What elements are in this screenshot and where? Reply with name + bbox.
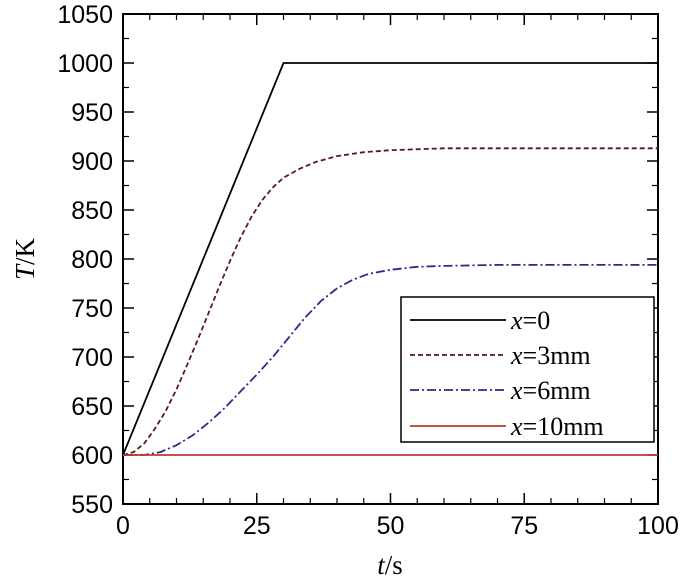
y-tick-label: 800 xyxy=(71,246,113,274)
legend-rest-x6mm: =6mm xyxy=(523,376,591,405)
x-tick-label: 75 xyxy=(510,512,538,540)
series-lines xyxy=(122,62,658,456)
y-axis-unit: /K xyxy=(10,237,40,265)
y-tick-label: 1000 xyxy=(57,50,113,78)
legend-var-x10mm: x xyxy=(510,412,523,441)
y-axis-variable: T xyxy=(10,263,40,280)
legend-var-x0: x xyxy=(510,306,523,335)
x-axis-ticks xyxy=(122,14,659,504)
y-tick-label: 850 xyxy=(71,197,113,225)
y-tick-label: 900 xyxy=(71,148,113,176)
x-axis-unit: /s xyxy=(385,550,403,580)
x-tick-label: 50 xyxy=(377,512,405,540)
x-axis-variable: t xyxy=(377,550,386,580)
legend-label-x3mm: x=3mm xyxy=(510,341,591,370)
legend-rest-x3mm: =3mm xyxy=(523,341,591,370)
x-axis-tick-labels: 0 25 50 75 100 xyxy=(116,512,679,540)
x-tick-label: 25 xyxy=(243,512,271,540)
legend-rest-x10mm: =10mm xyxy=(523,412,604,441)
legend: x=0 x=3mm x=6mm x=10mm xyxy=(400,296,655,443)
y-tick-label: 600 xyxy=(71,442,113,470)
legend-box xyxy=(400,296,655,443)
legend-var-x6mm: x xyxy=(510,376,523,405)
legend-label-x6mm: x=6mm xyxy=(510,376,591,405)
series-line-x0 xyxy=(122,62,658,456)
y-axis-tick-labels: 550 600 650 700 750 800 850 900 950 1000 1050 xyxy=(57,1,113,519)
series-line-x3mm xyxy=(122,147,658,456)
legend-rest-x0: =0 xyxy=(523,306,551,335)
series-line-x6mm xyxy=(123,263,658,456)
y-tick-label: 550 xyxy=(71,491,113,519)
y-tick-label: 750 xyxy=(71,295,113,323)
legend-var-x3mm: x xyxy=(510,341,523,370)
x-tick-label: 0 xyxy=(116,512,130,540)
x-tick-label: 100 xyxy=(637,512,679,540)
y-tick-label: 950 xyxy=(71,99,113,127)
legend-label-x10mm: x=10mm xyxy=(510,412,604,441)
legend-label-x0: x=0 xyxy=(510,306,550,335)
y-tick-label: 1050 xyxy=(57,1,113,29)
x-axis-title: t/s xyxy=(377,550,403,580)
y-tick-label: 650 xyxy=(71,393,113,421)
y-axis-title: T/K xyxy=(10,237,40,280)
y-tick-label: 700 xyxy=(71,344,113,372)
